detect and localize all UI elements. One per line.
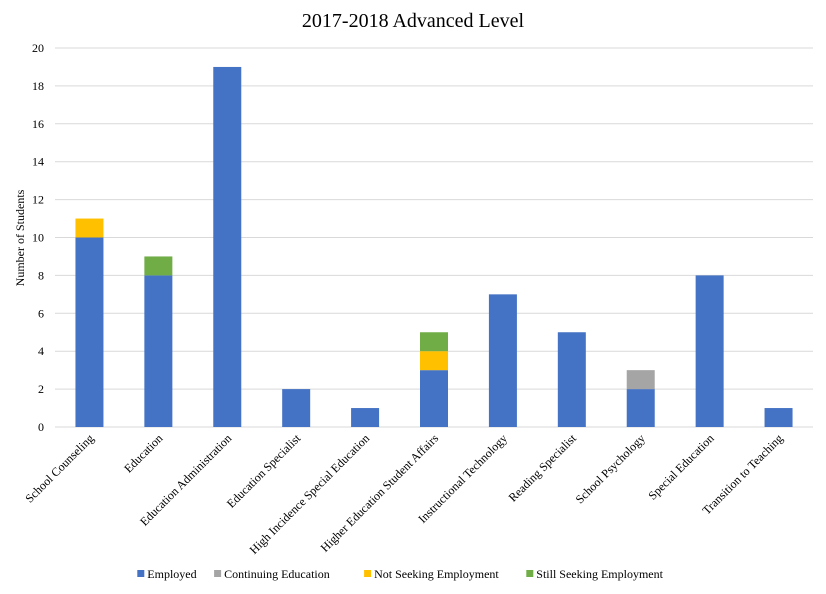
bar-segment: [420, 370, 448, 427]
bar-segment: [626, 389, 655, 427]
bar-segment: [420, 351, 448, 371]
x-tick-label: School Counseling: [22, 431, 96, 505]
bar-segment: [626, 370, 655, 390]
legend-swatch: [364, 570, 372, 577]
bar-segment: [488, 294, 517, 427]
legend-swatch: [137, 570, 145, 577]
legend-label: Still Seeking Employment: [536, 567, 663, 581]
legend-label: Not Seeking Employment: [374, 567, 499, 581]
x-tick-label: High Incidence Special Education: [247, 431, 373, 557]
bar-segment: [75, 237, 104, 427]
y-tick-label: 18: [32, 79, 44, 93]
grid: [55, 47, 813, 428]
y-tick-label: 10: [32, 231, 44, 245]
y-tick-label: 14: [32, 155, 44, 169]
y-tick-label: 8: [38, 268, 44, 282]
legend: Employed Continuing Education Not Seeking …: [137, 567, 664, 581]
bar-segment: [144, 275, 173, 427]
bar-segment: [351, 408, 380, 427]
bar-segment: [420, 332, 448, 352]
legend-label: Employed: [147, 567, 196, 581]
bar-segment: [764, 408, 793, 427]
chart-title: 2017-2018 Advanced Level: [302, 10, 525, 32]
y-tick-label: 12: [32, 193, 44, 207]
y-tick-label: 0: [38, 420, 44, 434]
x-tick-label: Higher Education Student Affairs: [318, 431, 442, 555]
legend-swatch: [214, 570, 222, 577]
legend-swatch: [526, 570, 534, 577]
bar-segment: [695, 275, 724, 427]
y-tick-label: 4: [38, 344, 44, 358]
x-tick-label: School Psychology: [573, 431, 648, 506]
x-tick-label: Education: [121, 431, 165, 475]
y-axis-ticks: 0 2 4 6 8 10 12 14 16 18 20: [32, 41, 44, 434]
bar-segment: [213, 66, 242, 427]
x-tick-label: Reading Specialist: [506, 431, 580, 505]
y-axis-label: Number of Students: [13, 189, 27, 286]
y-tick-label: 6: [38, 306, 44, 320]
x-tick-label: Education Specialist: [224, 431, 304, 511]
y-tick-label: 20: [32, 41, 44, 55]
y-tick-label: 16: [32, 117, 44, 131]
x-tick-label: Special Education: [645, 431, 716, 502]
legend-label: Continuing Education: [224, 567, 330, 581]
bar-segment: [557, 332, 586, 427]
y-tick-label: 2: [38, 382, 44, 396]
bar-segment: [75, 218, 104, 238]
bar-segment: [144, 256, 173, 276]
bars: [75, 66, 793, 427]
bar-segment: [282, 389, 311, 427]
